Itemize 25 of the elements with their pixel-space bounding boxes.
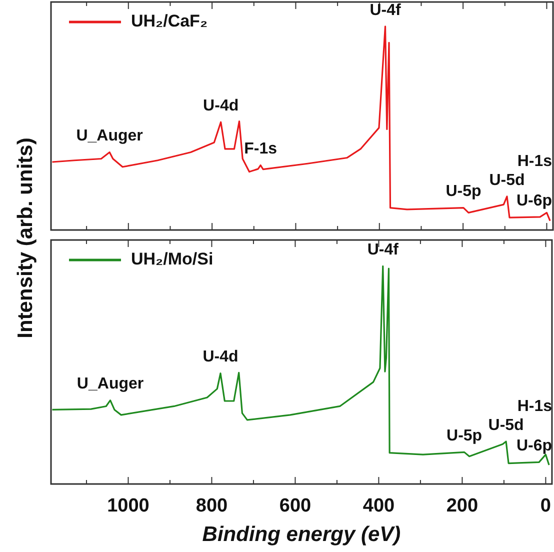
annotation: U-4d (202, 348, 238, 366)
x-tick-label: 0 (540, 496, 551, 517)
annotation: H-1s (517, 152, 552, 170)
annotation: U-5p (446, 428, 482, 445)
annotation: U-6p (516, 438, 552, 455)
annotation: U-4f (370, 2, 402, 19)
x-axis-title: Binding energy (eV) (202, 523, 401, 546)
annotation: U-5d (488, 416, 524, 434)
legend-label: UH₂/Mo/Si (131, 250, 214, 269)
x-tick-label: 1000 (107, 496, 150, 517)
annotation: U-4d (203, 98, 239, 115)
y-axis-title: Intensity (arb. units) (14, 138, 38, 338)
annotation: U-5p (446, 183, 482, 200)
annotation: U-6p (516, 192, 552, 210)
annotation: U_Auger (76, 128, 143, 145)
x-tick-label: 200 (446, 496, 478, 517)
annotation: H-1s (517, 398, 552, 415)
annotation: U_Auger (76, 376, 144, 393)
legend-label: UH₂/CaF₂ (131, 12, 208, 31)
x-tick-label: 400 (362, 496, 395, 517)
annotation: F-1s (244, 140, 278, 158)
x-tick-label: 800 (196, 496, 228, 517)
annotation: U-4f (367, 242, 400, 259)
annotation: U-5d (489, 172, 525, 189)
x-tick-label: 600 (279, 496, 312, 517)
